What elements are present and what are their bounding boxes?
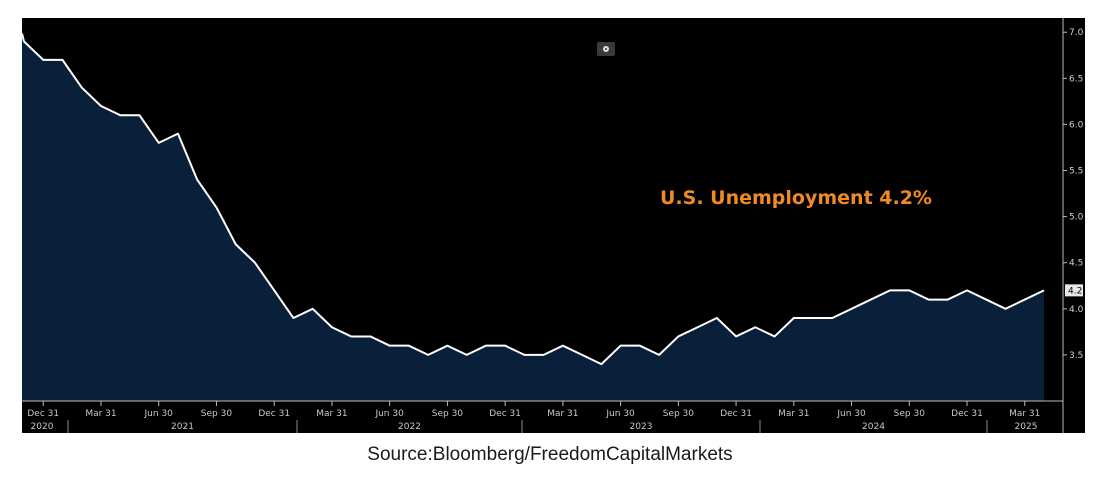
y-tick-label: 7.0 bbox=[1069, 28, 1084, 38]
year-label: 2020 bbox=[31, 422, 54, 432]
x-tick-label: Sep 30 bbox=[663, 409, 695, 419]
x-tick-label: Jun 30 bbox=[836, 409, 866, 419]
year-label: 2023 bbox=[630, 422, 653, 432]
x-tick-label: Dec 31 bbox=[720, 409, 752, 419]
chart-settings-button[interactable] bbox=[597, 42, 615, 56]
chart-container: 7.0 6.5 6.0 5.5 5.0 4.5 4.0 3.5 4.2 Dec 31 Mar 31 J… bbox=[22, 18, 1085, 433]
x-tick-label: Jun 30 bbox=[605, 409, 635, 419]
settings-icon bbox=[603, 46, 609, 52]
x-tick-label: Jun 30 bbox=[144, 409, 174, 419]
x-tick-label: Sep 30 bbox=[432, 409, 464, 419]
x-tick-label: Dec 31 bbox=[489, 409, 521, 419]
series-line bbox=[22, 33, 1045, 366]
y-tick-label: 6.0 bbox=[1069, 120, 1084, 130]
chart: 7.0 6.5 6.0 5.5 5.0 4.5 4.0 3.5 4.2 Dec 31 Mar 31 J… bbox=[22, 18, 1084, 433]
year-label: 2022 bbox=[398, 422, 421, 432]
y-tick-label: 5.5 bbox=[1069, 167, 1083, 177]
last-value-badge bbox=[1065, 284, 1083, 297]
x-tick-label: Mar 31 bbox=[778, 409, 809, 419]
chart-annotation: U.S. Unemployment 4.2% bbox=[660, 187, 932, 209]
x-tick-label: Dec 31 bbox=[258, 409, 290, 419]
x-tick-label: Dec 31 bbox=[951, 409, 983, 419]
y-tick-label: 6.5 bbox=[1069, 74, 1083, 84]
source-caption: Source:Bloomberg/FreedomCapitalMarkets bbox=[367, 444, 733, 465]
year-label: 2025 bbox=[1015, 422, 1038, 432]
year-label: 2024 bbox=[862, 422, 885, 432]
last-value-label: 4.2 bbox=[1068, 286, 1082, 296]
y-tick-label: 3.5 bbox=[1069, 351, 1083, 361]
series-area bbox=[22, 33, 1044, 401]
x-tick-label: Mar 31 bbox=[316, 409, 347, 419]
year-label: 2021 bbox=[171, 422, 194, 432]
x-tick-label: Sep 30 bbox=[894, 409, 926, 419]
y-tick-label: 4.5 bbox=[1069, 259, 1083, 269]
x-tick-label: Dec 31 bbox=[27, 409, 59, 419]
x-tick-label: Mar 31 bbox=[547, 409, 578, 419]
x-tick-label: Mar 31 bbox=[1009, 409, 1040, 419]
y-tick-label: 5.0 bbox=[1069, 213, 1084, 223]
x-tick-label: Sep 30 bbox=[201, 409, 233, 419]
x-tick-label: Mar 31 bbox=[85, 409, 116, 419]
x-tick-label: Jun 30 bbox=[374, 409, 404, 419]
y-tick-label: 4.0 bbox=[1069, 305, 1084, 315]
